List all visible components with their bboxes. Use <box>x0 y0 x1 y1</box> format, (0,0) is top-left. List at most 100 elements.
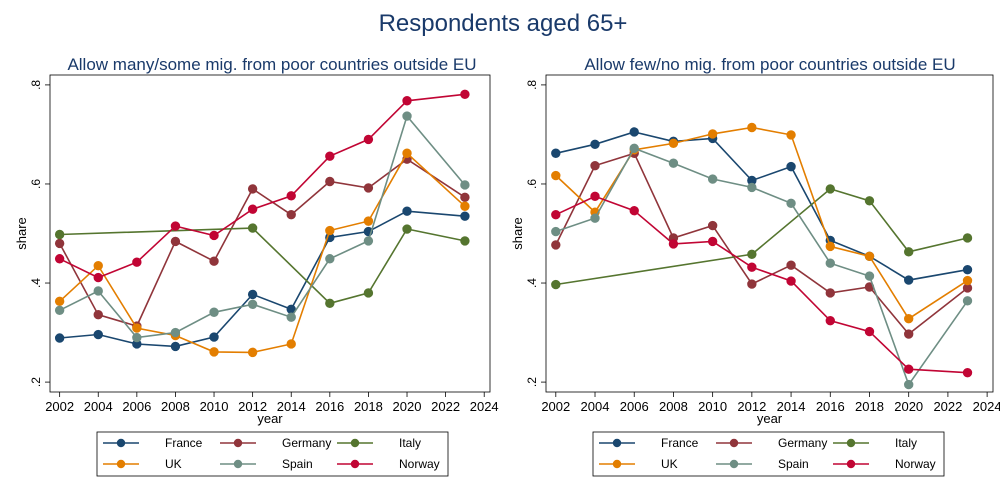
legend-swatch-marker <box>729 438 739 448</box>
data-point-norway <box>551 209 561 220</box>
data-point-norway <box>590 191 600 202</box>
series-line-france <box>555 131 968 281</box>
x-tick-label: 2010 <box>698 399 727 414</box>
data-point-norway <box>363 134 374 145</box>
series-norway <box>54 89 470 283</box>
data-point-norway <box>668 239 679 249</box>
x-tick-label: 2012 <box>238 399 267 414</box>
legend-label: Italy <box>399 436 421 450</box>
legend-label: Spain <box>778 457 809 471</box>
data-point-uk <box>786 130 796 140</box>
data-point-spain <box>590 213 600 223</box>
data-point-uk <box>903 313 914 324</box>
legend-swatch-marker <box>729 459 739 469</box>
data-point-italy <box>551 279 561 290</box>
data-point-france <box>551 148 561 158</box>
data-point-france <box>209 332 219 342</box>
data-point-uk <box>551 170 561 181</box>
series-france <box>551 127 973 285</box>
data-point-germany <box>363 183 374 193</box>
data-point-spain <box>629 143 639 154</box>
data-point-france <box>903 275 914 285</box>
data-point-norway <box>132 257 142 267</box>
series-uk <box>54 148 470 358</box>
data-point-norway <box>903 364 914 374</box>
legend-label: France <box>661 436 699 450</box>
legend-label: Spain <box>282 457 313 471</box>
data-point-germany <box>707 220 718 231</box>
data-point-norway <box>54 254 65 264</box>
y-tick-label: .2 <box>525 377 539 387</box>
data-point-norway <box>402 96 412 106</box>
data-point-spain <box>286 312 296 322</box>
data-point-spain <box>325 254 335 264</box>
data-point-germany <box>903 329 914 339</box>
data-point-italy <box>825 184 835 194</box>
series-france <box>54 206 470 352</box>
data-point-spain <box>962 296 973 306</box>
x-tick-label: 2018 <box>855 399 884 414</box>
plot-frame <box>545 74 994 393</box>
data-point-italy <box>864 196 875 206</box>
y-tick-label: .4 <box>29 278 43 288</box>
data-point-germany <box>54 238 65 249</box>
data-point-italy <box>325 298 335 309</box>
data-point-uk <box>93 260 103 271</box>
legend-item-spain: Spain <box>716 457 809 471</box>
data-point-norway <box>286 191 296 201</box>
data-point-france <box>962 264 973 275</box>
legend-box <box>96 431 449 477</box>
data-point-germany <box>825 288 835 298</box>
legend-swatch-marker <box>116 438 126 448</box>
data-point-france <box>590 139 600 150</box>
series-group <box>551 122 973 390</box>
x-tick-label: 2008 <box>161 399 190 414</box>
data-point-uk <box>247 347 258 358</box>
panel-left: Allow many/some mig. from poor countries… <box>14 55 499 477</box>
series-spain <box>551 143 973 390</box>
legend-item-france: France <box>103 436 203 450</box>
data-point-spain <box>668 158 679 168</box>
x-tick-label: 2020 <box>894 399 923 414</box>
data-point-norway <box>825 315 835 326</box>
y-tick-label: .6 <box>29 179 43 189</box>
panel-right: Allow few/no mig. from poor countries ou… <box>510 55 1000 477</box>
legend-swatch-marker <box>846 459 856 469</box>
data-point-uk <box>668 138 679 149</box>
series-italy <box>54 223 470 309</box>
x-tick-label: 2018 <box>354 399 383 414</box>
x-tick-label: 2022 <box>431 399 460 414</box>
legend-box <box>592 431 945 477</box>
data-point-italy <box>903 247 914 257</box>
y-tick-label: .2 <box>29 377 43 387</box>
figure-title: Respondents aged 65+ <box>379 10 628 37</box>
x-tick-label: 2016 <box>315 399 344 414</box>
data-point-norway <box>864 326 875 337</box>
x-axis-label: year <box>757 411 783 426</box>
panel-title: Allow few/no mig. from poor countries ou… <box>584 55 955 74</box>
data-point-uk <box>132 323 142 333</box>
data-point-germany <box>93 310 103 320</box>
data-point-italy <box>747 249 757 260</box>
data-point-germany <box>551 240 561 250</box>
data-point-spain <box>402 111 412 121</box>
data-point-france <box>54 333 65 343</box>
data-point-norway <box>962 367 973 378</box>
series-norway <box>551 191 973 378</box>
data-point-norway <box>786 276 796 286</box>
data-point-germany <box>286 209 296 220</box>
y-axis-label: share <box>14 217 29 250</box>
legend-swatch-marker <box>233 459 243 469</box>
data-point-germany <box>460 192 470 203</box>
series-germany <box>54 154 470 331</box>
data-point-norway <box>707 236 718 247</box>
data-point-norway <box>460 89 470 100</box>
data-point-uk <box>402 148 412 158</box>
data-point-norway <box>247 204 258 214</box>
y-tick-label: .8 <box>29 80 43 90</box>
series-line-uk <box>59 152 466 354</box>
x-tick-label: 2024 <box>470 399 499 414</box>
series-germany <box>551 148 973 339</box>
x-tick-label: 2014 <box>777 399 806 414</box>
